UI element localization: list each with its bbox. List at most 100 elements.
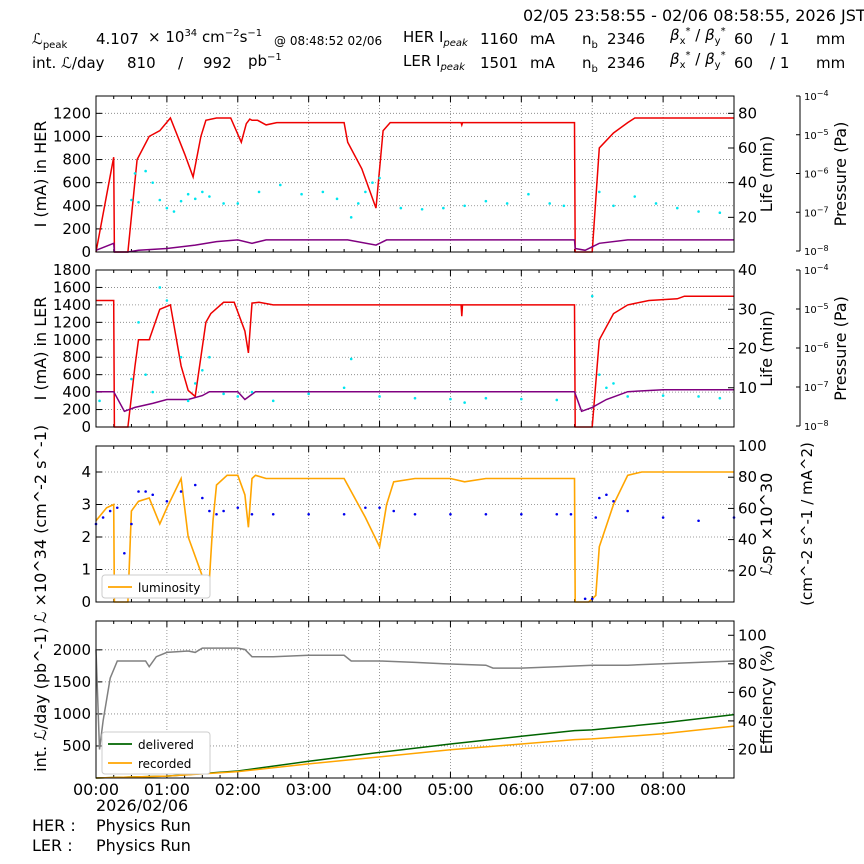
- pressure-point: [193, 197, 197, 201]
- specific-point: [697, 519, 700, 523]
- her-ipeak-unit: mA: [530, 30, 555, 48]
- ler-ipeak-unit: mA: [530, 54, 555, 72]
- y-tick-label: 0: [81, 243, 91, 261]
- pressure-point: [605, 386, 608, 390]
- y-right-tick-label: 20: [738, 208, 757, 226]
- pressure-point: [250, 390, 254, 394]
- pressure-point: [158, 286, 162, 289]
- y-right-tick-label: 100: [738, 626, 767, 644]
- x-tick-label: 01:00: [144, 780, 190, 799]
- specific-point: [201, 496, 204, 500]
- y-right-axis-unit: (cm^-2 s^-1 / mA^2): [798, 442, 816, 606]
- specific-point: [215, 512, 218, 516]
- y-tick-label: 1400: [53, 296, 91, 314]
- y-tick-label: 2: [81, 528, 91, 546]
- specific-point: [590, 597, 594, 601]
- pressure-point: [548, 202, 551, 205]
- ler-run-status: Physics Run: [96, 836, 191, 855]
- pressure-point: [378, 395, 381, 398]
- y-tick-label: 1000: [53, 127, 91, 145]
- her-beta-x: 60: [734, 30, 754, 48]
- specific-point: [123, 551, 126, 555]
- pressure-point: [193, 382, 197, 385]
- date-label: 2026/02/06: [96, 796, 189, 815]
- pressure-point: [222, 202, 225, 205]
- y-right-tick-label: 60: [738, 683, 757, 701]
- pressure-point: [257, 190, 261, 194]
- her-ipeak-label: HER Ipeak: [403, 28, 468, 49]
- pressure-point: [718, 211, 722, 215]
- plot-frame: [95, 95, 735, 253]
- ler-ipeak-value: 1501: [480, 54, 519, 72]
- specific-point: [378, 506, 381, 510]
- y-tick-label: 1000: [53, 705, 91, 723]
- pressure-point: [484, 396, 488, 400]
- pressure-point: [399, 206, 403, 210]
- pressure-point: [321, 190, 325, 194]
- y-tick-label: 200: [62, 220, 91, 238]
- pressure-tick-label: 10−6: [804, 341, 829, 355]
- y-tick-label: 1200: [53, 104, 91, 122]
- specific-point: [612, 499, 615, 503]
- her-mm: mm: [816, 30, 846, 48]
- pressure-point: [590, 294, 594, 298]
- lpeak-time: @ 08:48:52 02/06: [274, 34, 383, 48]
- pressure-point: [342, 386, 346, 390]
- specific-point: [555, 512, 559, 516]
- specific-point: [271, 512, 275, 516]
- pressure-point: [186, 399, 190, 403]
- pressure-point: [271, 399, 275, 403]
- y-right-tick-label: 30: [738, 300, 757, 318]
- pressure-point: [144, 373, 147, 376]
- pressure-point: [505, 202, 509, 205]
- specific-point: [583, 597, 587, 601]
- specific-point: [342, 512, 346, 516]
- pressure-point: [356, 202, 360, 205]
- specific-point: [165, 499, 169, 503]
- lpeak-label: ℒpeak: [32, 30, 68, 51]
- pressure-point: [179, 355, 183, 359]
- lifetime-line: [96, 388, 734, 413]
- pressure-point: [612, 204, 615, 208]
- y-tick-label: 1800: [53, 261, 91, 279]
- y-right-axis-label: Life (min): [757, 136, 776, 213]
- pressure-point: [420, 207, 424, 211]
- y-tick-label: 400: [62, 197, 91, 215]
- pressure-point: [598, 190, 601, 194]
- pressure-point: [133, 172, 137, 175]
- y-tick-label: 0: [81, 418, 91, 436]
- pressure-point: [151, 390, 155, 394]
- pressure-point: [626, 395, 629, 398]
- y-right-tick-label: 20: [738, 740, 757, 758]
- pressure-point: [449, 397, 452, 401]
- specific-point: [193, 483, 197, 487]
- pressure-point: [130, 198, 133, 202]
- y-axis-label: I (mA) in HER: [31, 121, 50, 228]
- pressure-point: [130, 377, 133, 381]
- specific-point: [569, 512, 573, 516]
- pressure-tick-label: 10−7: [804, 380, 829, 394]
- pressure-point: [208, 195, 211, 198]
- pressure-point: [201, 190, 204, 194]
- current-line: [95, 116, 734, 253]
- specific-point: [449, 512, 452, 516]
- pressure-point: [378, 176, 381, 180]
- y-axis-label: ℒ ×10^34 (cm^-2 s^-1): [31, 425, 50, 623]
- pressure-point: [236, 395, 240, 398]
- intl-delivered: 810: [127, 54, 156, 72]
- her-nb-label: nb: [582, 30, 598, 51]
- y-tick-label: 1600: [53, 278, 91, 296]
- y-right-tick-label: 20: [738, 340, 757, 358]
- pressure-point: [413, 396, 417, 400]
- plot-frame: [95, 620, 735, 779]
- ler-ipeak-label: LER Ipeak: [403, 52, 465, 73]
- x-tick-label: 04:00: [357, 780, 403, 799]
- pressure-point: [335, 197, 339, 201]
- legend-box: [101, 574, 211, 599]
- pressure-point: [179, 199, 183, 203]
- pressure-tick-label: 10−8: [804, 419, 829, 433]
- pressure-tick-label: 10−6: [804, 167, 829, 181]
- y-tick-label: 600: [62, 366, 91, 384]
- pressure-point: [307, 392, 310, 396]
